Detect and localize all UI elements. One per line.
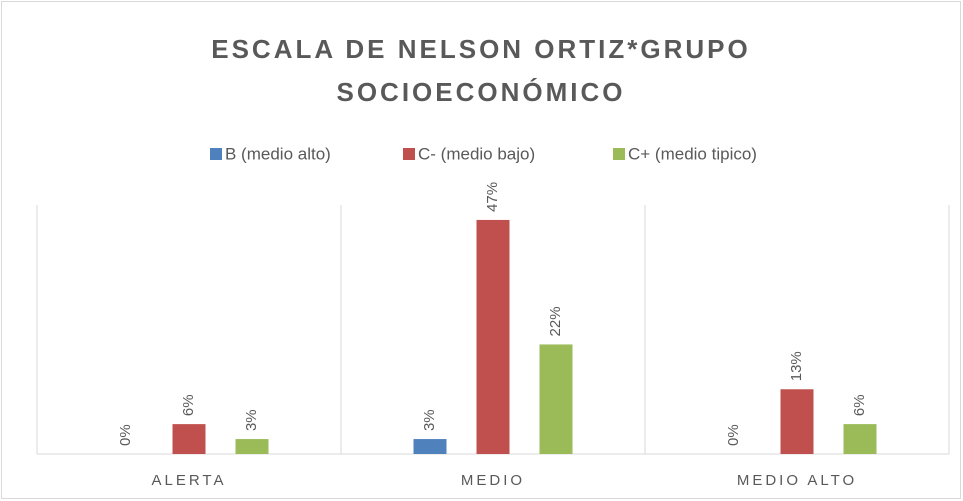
legend-label: C+ (medio tipico)	[628, 144, 757, 163]
x-tick-label: MEDIO	[461, 472, 525, 489]
legend-swatch	[210, 148, 222, 160]
data-label: 22%	[547, 306, 564, 336]
bar	[539, 344, 573, 454]
data-label: 6%	[851, 394, 868, 416]
data-label: 13%	[788, 351, 805, 381]
x-tick-label: MEDIO ALTO	[737, 472, 857, 489]
bar	[413, 439, 447, 454]
data-label: 47%	[484, 182, 501, 212]
data-label: 6%	[180, 394, 197, 416]
data-label: 3%	[421, 409, 438, 431]
legend-swatch	[613, 148, 625, 160]
legend-label: B (medio alto)	[225, 144, 331, 163]
bar	[235, 439, 269, 454]
data-label: 0%	[117, 424, 134, 446]
legend-swatch	[403, 148, 415, 160]
legend-label: C- (medio bajo)	[418, 144, 535, 163]
chart-title: ESCALA DE NELSON ORTIZ*GRUPO SOCIOECONÓM…	[211, 34, 751, 107]
bar	[780, 389, 814, 454]
bar	[476, 219, 510, 454]
x-tick-label: ALERTA	[152, 472, 227, 489]
bar	[843, 424, 877, 454]
data-label: 3%	[243, 409, 260, 431]
bar	[172, 424, 206, 454]
data-label: 0%	[725, 424, 742, 446]
